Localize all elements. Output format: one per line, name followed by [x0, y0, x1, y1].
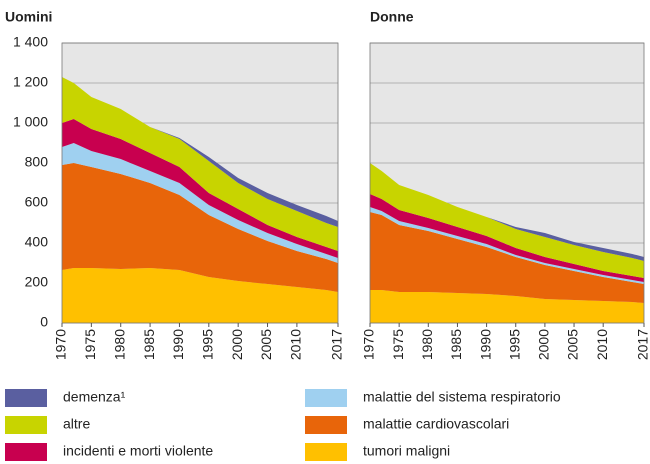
x-tick-label: 1990: [170, 329, 186, 360]
x-tick-label: 2017: [635, 329, 650, 360]
area: [370, 212, 644, 303]
x-tick-label: 2005: [565, 329, 581, 360]
x-tick-label: 1985: [448, 329, 464, 360]
x-tick-label: 2010: [288, 329, 304, 360]
plot-frame: [61, 42, 339, 324]
area: [62, 268, 338, 323]
x-tick-label: 1975: [390, 329, 406, 360]
area: [62, 77, 338, 227]
x-tick-label: 2010: [594, 329, 610, 360]
legend-swatch: [5, 389, 47, 407]
y-tick-label: 600: [25, 194, 49, 210]
area: [370, 163, 644, 278]
x-tick-label: 2000: [229, 329, 245, 360]
x-tick-label: 1980: [111, 329, 127, 360]
area: [62, 163, 338, 292]
plot-frame: [369, 42, 645, 324]
legend-swatch: [5, 443, 47, 461]
area: [62, 77, 338, 251]
y-tick-label: 200: [25, 274, 49, 290]
x-tick-label: 2000: [536, 329, 552, 360]
legend-swatch: [305, 443, 347, 461]
y-tick-label: 1 200: [13, 74, 48, 90]
x-tick-label: 1995: [200, 329, 216, 360]
y-tick-label: 400: [25, 234, 49, 250]
chart-title: Uomini: [5, 9, 52, 25]
area: [62, 119, 338, 258]
x-tick-label: 1995: [506, 329, 522, 360]
legend-label: altre: [63, 416, 90, 432]
x-tick-label: 1970: [361, 329, 377, 360]
legend-swatch: [305, 389, 347, 407]
area: [62, 143, 338, 263]
area: [370, 163, 644, 261]
y-tick-label: 1 000: [13, 114, 48, 130]
x-tick-label: 2005: [258, 329, 274, 360]
x-tick-label: 1980: [419, 329, 435, 360]
x-tick-label: 1970: [53, 329, 69, 360]
y-tick-label: 800: [25, 154, 49, 170]
chart-title: Donne: [370, 9, 414, 25]
legend-swatch: [5, 416, 47, 434]
x-tick-label: 1990: [477, 329, 493, 360]
x-tick-label: 1985: [141, 329, 157, 360]
x-tick-label: 2017: [329, 329, 345, 360]
legend-label: malattie cardiovascolari: [363, 416, 509, 432]
legend-label: demenza¹: [63, 389, 126, 405]
legend-label: tumori maligni: [363, 443, 450, 459]
area: [370, 290, 644, 323]
y-tick-label: 0: [40, 314, 48, 330]
legend-label: incidenti e morti violente: [63, 443, 213, 459]
legend-swatch: [305, 416, 347, 434]
legend-label: malattie del sistema respiratorio: [363, 389, 561, 405]
x-tick-label: 1975: [82, 329, 98, 360]
y-tick-label: 1 400: [13, 34, 48, 50]
